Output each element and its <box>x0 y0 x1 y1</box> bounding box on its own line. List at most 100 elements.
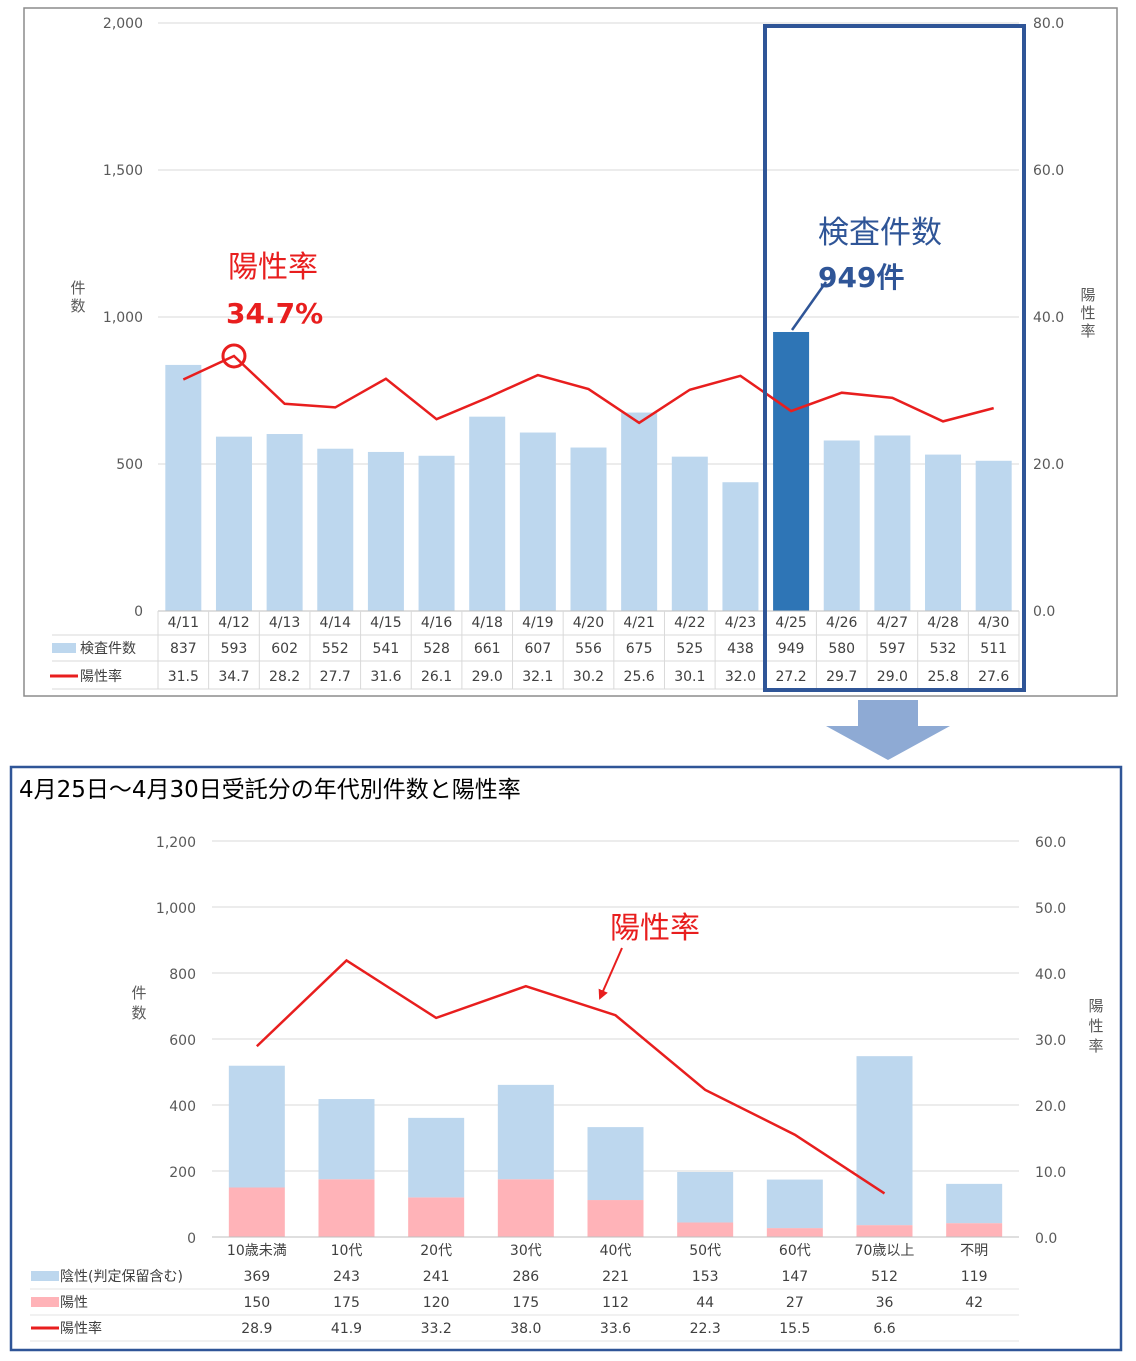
chart1-bar <box>925 454 962 611</box>
chart1-rate-cell: 32.0 <box>725 669 756 685</box>
chart2-negative-bar <box>946 1183 1003 1224</box>
chart2-y2-tick-label: 30.0 <box>1035 1033 1066 1049</box>
chart2-rate-polyline <box>255 958 886 1195</box>
chart1-y-tick-label: 2,000 <box>103 16 143 32</box>
chart1-y2-tick-label: 60.0 <box>1033 163 1064 179</box>
chart2-negative-cell: 243 <box>333 1269 360 1285</box>
chart1-y2-tick-label: 40.0 <box>1033 310 1064 326</box>
chart2-y-tick-label: 1,000 <box>156 901 196 917</box>
chart1-x-tick-label: 4/25 <box>775 615 806 631</box>
chart2-negative-cell: 241 <box>423 1269 450 1285</box>
chart1-rate-cell: 27.7 <box>320 669 351 685</box>
chart1-rate-cell: 29.0 <box>472 669 503 685</box>
chart1-count-cell: 837 <box>170 641 197 657</box>
chart2-negative-bar <box>766 1179 823 1229</box>
chart2-negative-cell: 512 <box>871 1269 898 1285</box>
chart1-x-tick-label: 4/30 <box>978 615 1009 631</box>
chart1-rate-cell: 30.1 <box>674 669 705 685</box>
chart1-x-tick-label: 4/11 <box>168 615 199 631</box>
chart1-rate-cell: 29.0 <box>877 669 908 685</box>
chart2-positive-bar <box>408 1197 465 1237</box>
chart1-count-cell: 541 <box>373 641 400 657</box>
chart2-negative-cell: 153 <box>692 1269 719 1285</box>
chart1-x-tick-label: 4/20 <box>573 615 604 631</box>
chart2-positive-bar <box>677 1222 734 1237</box>
chart1-rate-cell: 27.2 <box>776 669 807 685</box>
chart2-rate-cell: 22.3 <box>690 1321 721 1337</box>
chart2-x-tick-label: 20代 <box>420 1243 452 1259</box>
legend-label-positive: 陽性 <box>60 1295 88 1311</box>
chart2-positive-bar <box>318 1179 375 1237</box>
chart2-negative-bar <box>856 1056 913 1226</box>
chart1-bar <box>874 435 911 611</box>
chart1-bar <box>519 432 556 611</box>
chart2-y2-tick-label: 0.0 <box>1035 1231 1057 1247</box>
chart1-rate-cell: 32.1 <box>522 669 553 685</box>
legend-label-rate2: 陽性率 <box>60 1320 102 1337</box>
chart1-count-cell: 525 <box>676 641 703 657</box>
chart1-x-tick-label: 4/14 <box>320 615 352 631</box>
chart2-positive-cell: 175 <box>512 1295 539 1311</box>
chart1-count-cell: 552 <box>322 641 349 657</box>
chart1-rate-annotation-value: 34.7% <box>226 297 323 330</box>
highlight-frame <box>763 24 1026 692</box>
chart1-rate-cell: 25.6 <box>624 669 655 685</box>
chart1-rate-line <box>182 354 994 425</box>
chart2-y2-tick-label: 60.0 <box>1035 835 1066 851</box>
chart1-bar <box>266 434 303 611</box>
chart2-rate-cell: 15.5 <box>779 1321 810 1337</box>
chart1-x-tick-label: 4/13 <box>269 615 300 631</box>
chart2-positive-cell: 36 <box>876 1295 894 1311</box>
chart1-bar <box>215 436 252 611</box>
chart1-rate-cell: 34.7 <box>218 669 249 685</box>
chart2-x-tick-label: 70歳以上 <box>855 1243 915 1259</box>
chart1-bar <box>367 451 404 611</box>
chart1-rate-annotation-label: 陽性率 <box>228 250 318 285</box>
chart2-y-tick-label: 1,200 <box>156 835 196 851</box>
chart1-rate-cell: 28.2 <box>269 669 300 685</box>
chart2-positive-cell: 27 <box>786 1295 804 1311</box>
chart1-count-cell: 511 <box>980 641 1007 657</box>
chart1-x-tick-label: 4/27 <box>877 615 908 631</box>
chart1-bar <box>671 456 708 611</box>
chart1-count-cell: 607 <box>524 641 551 657</box>
chart2-x-tick-label: 10代 <box>331 1243 363 1259</box>
chart2-rate-cell: 33.2 <box>421 1321 452 1337</box>
chart2-rate-line <box>255 958 886 1195</box>
chart2-y2-tick-label: 40.0 <box>1035 967 1066 983</box>
chart1-rate-cell: 27.6 <box>978 669 1009 685</box>
chart1-count-annotation-label: 検査件数 <box>818 215 942 251</box>
chart2-positive-bar <box>946 1223 1003 1237</box>
chart1-bar <box>165 364 202 611</box>
chart2-y-label: 件数 <box>131 984 146 1022</box>
chart1-y2-tick-label: 20.0 <box>1033 457 1064 473</box>
chart2-x-tick-label: 30代 <box>510 1243 542 1259</box>
chart2-rate-cell: 6.6 <box>873 1321 895 1337</box>
chart1-count-cell: 528 <box>423 641 450 657</box>
chart1-rate-cell: 30.2 <box>573 669 604 685</box>
chart2-positive-bar <box>856 1225 913 1237</box>
chart1-bar <box>823 440 860 611</box>
chart1-count-cell: 675 <box>626 641 653 657</box>
chart1-x-tick-label: 4/18 <box>471 615 502 631</box>
chart2-positive-cell: 120 <box>423 1295 450 1311</box>
chart1-axis-ticks: 0 500 1,000 1,500 2,000 0.0 20.0 40.0 60.0 80.0 <box>103 16 1064 620</box>
chart2-positive-cell: 175 <box>333 1295 360 1311</box>
chart1-count-cell: 661 <box>474 641 501 657</box>
chart2-positive-bar <box>766 1228 823 1237</box>
chart2-y2-tick-label: 10.0 <box>1035 1165 1066 1181</box>
chart1-y-tick-label: 500 <box>116 457 143 473</box>
chart2-positive-cell: 150 <box>243 1295 270 1311</box>
chart2-bars <box>228 1056 1003 1237</box>
chart1-x-tick-label: 4/22 <box>674 615 705 631</box>
chart2-positive-cell: 42 <box>965 1295 983 1311</box>
chart2-positive-bar <box>228 1187 285 1237</box>
chart1-count-cell: 438 <box>727 641 754 657</box>
chart1-count-cell: 597 <box>879 641 906 657</box>
chart2-frame <box>9 765 1123 1352</box>
chart2-y-tick-label: 600 <box>169 1033 196 1049</box>
chart1-x-tick-label: 4/23 <box>725 615 756 631</box>
down-arrow-icon <box>826 700 950 760</box>
chart2-data-table: 10歳未満 10代 20代 30代 40代 50代 60代 70歳以上 不明 369 243 241 2… <box>30 1236 1019 1342</box>
chart2-y2-tick-label: 20.0 <box>1035 1099 1066 1115</box>
